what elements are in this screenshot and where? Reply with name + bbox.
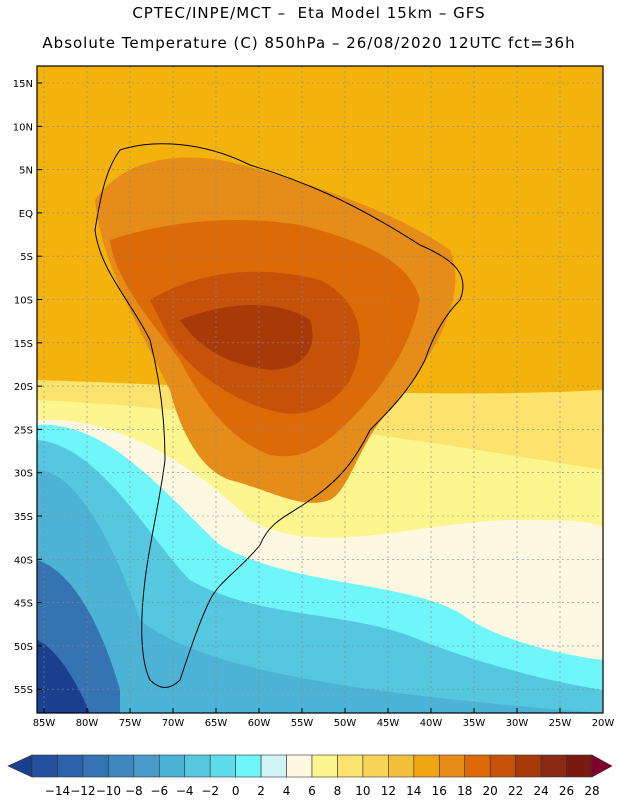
colorbar-label: 22	[508, 784, 523, 798]
colorbar-label: −10	[96, 784, 121, 798]
colorbar-swatch	[311, 754, 338, 778]
lon-label: 80W	[76, 718, 99, 729]
lon-label: 55W	[291, 718, 314, 729]
latitude-labels: 15N 10N 5N EQ 5S 10S 15S 20S 25S 30S 35S 40S 45S 50S 5…	[13, 79, 42, 696]
colorbar-swatch	[489, 754, 516, 778]
colorbar-label: −12	[70, 784, 95, 798]
colorbar-swatch	[133, 754, 160, 778]
colorbar-label: 26	[559, 784, 574, 798]
colorbar-swatch	[209, 754, 236, 778]
colorbar	[7, 754, 613, 778]
south-america-coastline	[94, 143, 464, 688]
colorbar-swatch	[362, 754, 389, 778]
colorbar-label: 6	[308, 784, 316, 798]
colorbar-swatch	[260, 754, 287, 778]
lon-label: 65W	[205, 718, 228, 729]
lat-label: 55S	[14, 685, 33, 696]
lat-label: 20S	[14, 382, 33, 393]
lon-label: 60W	[248, 718, 271, 729]
lat-label: 50S	[14, 642, 33, 653]
lon-label: 75W	[119, 718, 142, 729]
colorbar-swatch	[235, 754, 262, 778]
chart-title-line-2: Absolute Temperature (C) 850hPa – 26/08/…	[42, 34, 576, 52]
colorbar-label: 16	[432, 784, 447, 798]
colorbar-label: −14	[45, 784, 70, 798]
chart-title-line-1: CPTEC/INPE/MCT – Eta Model 15km – GFS	[132, 4, 486, 22]
colorbar-swatch	[337, 754, 364, 778]
lon-label: 20W	[592, 718, 615, 729]
lon-label: 70W	[162, 718, 185, 729]
field-teal	[37, 470, 603, 713]
lat-label: 5S	[20, 252, 33, 263]
colorbar-label: −2	[201, 784, 219, 798]
colorbar-swatch	[515, 754, 542, 778]
colorbar-label: 2	[257, 784, 265, 798]
colorbar-swatch	[388, 754, 415, 778]
colorbar-label: 28	[584, 784, 599, 798]
lat-label: 15S	[14, 339, 33, 350]
colorbar-swatch	[57, 754, 84, 778]
colorbar-label: 10	[355, 784, 370, 798]
colorbar-swatch	[31, 754, 58, 778]
graticule	[37, 66, 604, 713]
lat-label: 30S	[14, 469, 33, 480]
map-frame	[36, 65, 604, 714]
lat-label: EQ	[19, 209, 33, 220]
colorbar-labels: −14 −12 −10 −8 −6 −4 −2 0 2 4 6 8 10 12 14 16 18 20 22 24 26…	[45, 784, 600, 798]
lon-label: 35W	[463, 718, 486, 729]
colorbar-swatch	[184, 754, 211, 778]
colorbar-label: 20	[483, 784, 498, 798]
colorbar-label: 4	[283, 784, 291, 798]
lat-label: 10S	[14, 296, 33, 307]
lat-label: 25S	[14, 425, 33, 436]
colorbar-swatch	[108, 754, 135, 778]
longitude-labels: 85W 80W 75W 70W 65W 60W 55W 50W 45W 40W 35W 30W 25W 2…	[33, 708, 615, 729]
lon-label: 45W	[377, 718, 400, 729]
colorbar-arrow-high	[591, 754, 613, 778]
lat-label: 35S	[14, 512, 33, 523]
lat-label: 15N	[13, 79, 33, 90]
lon-label: 85W	[33, 718, 56, 729]
colorbar-swatch	[413, 754, 440, 778]
colorbar-label: −6	[150, 784, 168, 798]
lat-label: 10N	[13, 122, 33, 133]
colorbar-swatch	[540, 754, 567, 778]
colorbar-swatch	[566, 754, 593, 778]
colorbar-label: −8	[125, 784, 143, 798]
colorbar-swatch	[464, 754, 491, 778]
lon-label: 30W	[506, 718, 529, 729]
lat-label: 40S	[14, 555, 33, 566]
colorbar-label: 12	[381, 784, 396, 798]
colorbar-label: 8	[334, 784, 342, 798]
colorbar-swatch	[438, 754, 466, 778]
colorbar-label: 18	[457, 784, 472, 798]
lat-label: 5N	[19, 166, 33, 177]
field-continent-darkest	[180, 305, 313, 370]
lon-label: 40W	[420, 718, 443, 729]
lon-label: 50W	[334, 718, 357, 729]
colorbar-arrow-low	[7, 754, 33, 778]
colorbar-label: 14	[406, 784, 421, 798]
colorbar-label: 0	[232, 784, 240, 798]
colorbar-swatch	[82, 754, 109, 778]
lat-label: 45S	[14, 599, 33, 610]
colorbar-swatch	[286, 754, 313, 778]
lon-label: 25W	[549, 718, 572, 729]
colorbar-swatch	[158, 754, 186, 778]
field-dark-blue	[37, 640, 90, 713]
colorbar-label: −4	[176, 784, 194, 798]
colorbar-label: 24	[533, 784, 548, 798]
